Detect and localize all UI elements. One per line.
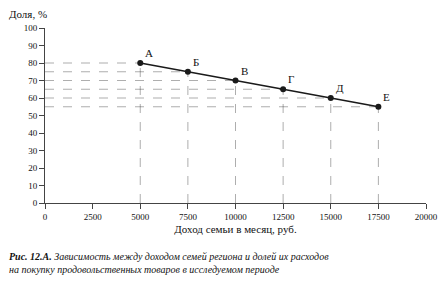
svg-text:0: 0: [43, 212, 48, 222]
svg-text:100: 100: [24, 23, 38, 33]
svg-text:Г: Г: [288, 73, 294, 85]
svg-text:Е: Е: [383, 91, 390, 103]
svg-text:80: 80: [28, 58, 38, 68]
svg-text:7500: 7500: [179, 212, 198, 222]
svg-text:15000: 15000: [320, 212, 343, 222]
svg-text:20: 20: [28, 163, 38, 173]
svg-text:90: 90: [28, 41, 38, 51]
svg-text:10: 10: [28, 181, 38, 191]
svg-text:Доход семьи в месяц, руб.: Доход семьи в месяц, руб.: [174, 223, 297, 235]
svg-text:17500: 17500: [367, 212, 390, 222]
svg-text:40: 40: [28, 128, 38, 138]
svg-text:50: 50: [28, 111, 38, 121]
svg-text:20000: 20000: [415, 212, 438, 222]
svg-text:Доля, %: Доля, %: [9, 8, 47, 20]
svg-text:Д: Д: [336, 82, 344, 94]
svg-text:В: В: [241, 65, 248, 77]
svg-text:0: 0: [33, 198, 38, 208]
svg-text:70: 70: [28, 76, 38, 86]
svg-text:Рис. 12.А. Зависимость между д: Рис. 12.А. Зависимость между доходом сем…: [9, 251, 329, 275]
svg-text:Б: Б: [193, 56, 199, 68]
svg-text:2500: 2500: [84, 212, 103, 222]
svg-text:60: 60: [28, 93, 38, 103]
svg-text:5000: 5000: [131, 212, 150, 222]
svg-text:30: 30: [28, 146, 38, 156]
svg-text:12500: 12500: [272, 212, 295, 222]
svg-text:А: А: [145, 47, 153, 59]
svg-text:10000: 10000: [224, 212, 247, 222]
